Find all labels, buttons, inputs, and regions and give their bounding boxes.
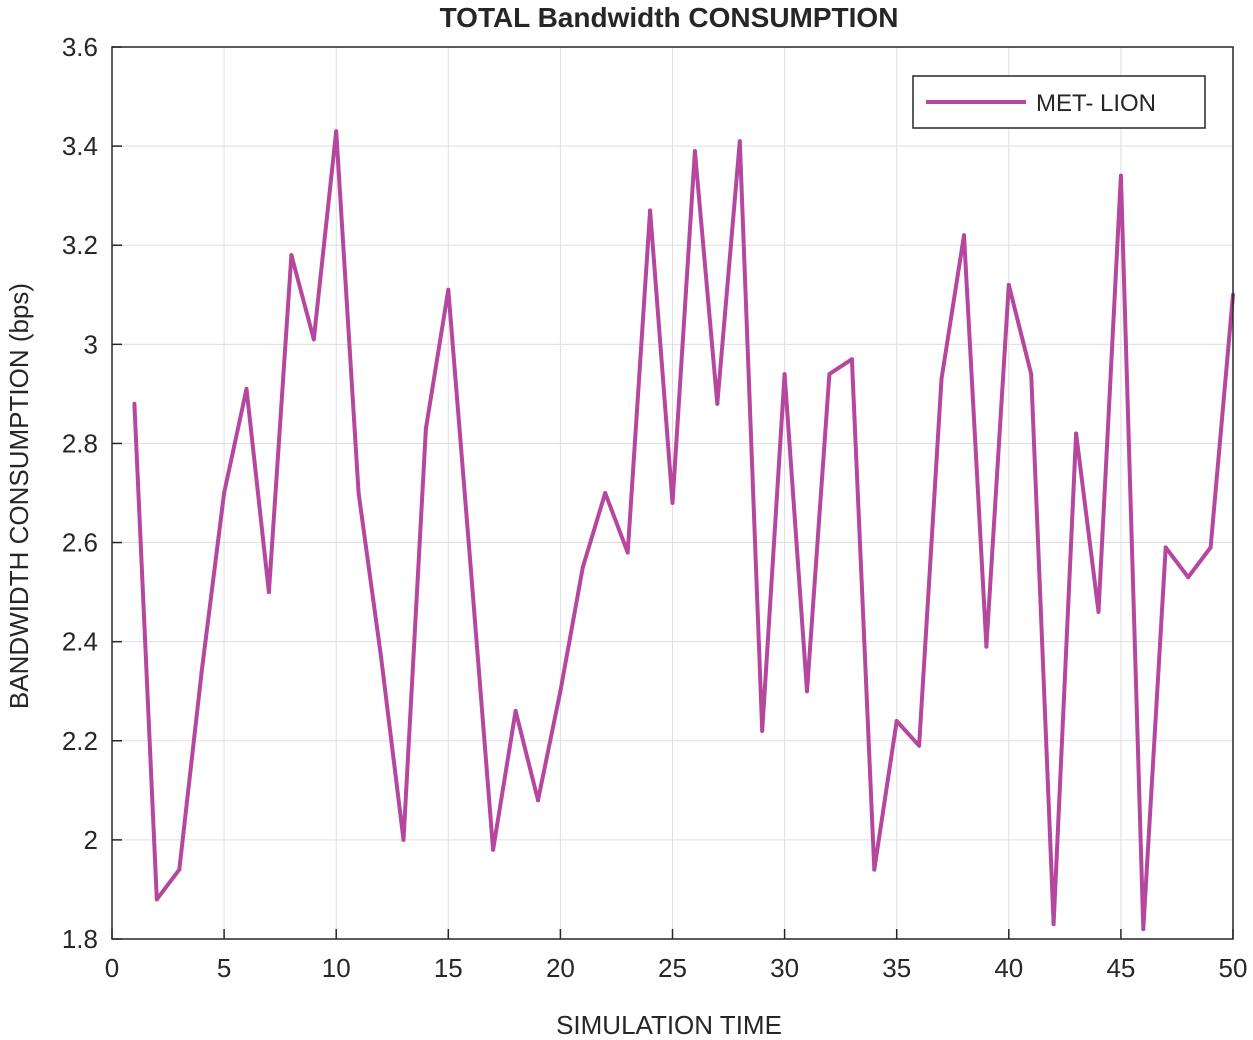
data-point: [311, 337, 316, 342]
data-point: [1029, 372, 1034, 377]
series-layer: [132, 129, 1235, 932]
y-tick-label: 2: [84, 825, 98, 855]
data-point: [1006, 282, 1011, 287]
data-point: [625, 550, 630, 555]
x-tick-label: 10: [322, 953, 351, 983]
x-tick-label: 15: [434, 953, 463, 983]
y-tick-label: 2.8: [62, 428, 98, 458]
data-point: [558, 689, 563, 694]
legend: MET- LION: [912, 75, 1206, 129]
data-point: [356, 491, 361, 495]
data-point: [1163, 545, 1168, 550]
data-point: [1118, 173, 1123, 178]
data-point: [692, 149, 697, 154]
data-point: [222, 491, 227, 495]
x-tick-label: 5: [217, 953, 231, 983]
legend-label: MET- LION: [1036, 90, 1156, 117]
y-tick-label: 1.8: [62, 924, 98, 954]
y-tick-label: 2.4: [62, 627, 98, 657]
data-point: [244, 386, 249, 391]
data-point: [199, 669, 204, 674]
data-point: [132, 401, 137, 406]
y-tick-label: 3.2: [62, 230, 98, 260]
data-point: [894, 719, 899, 723]
data-point: [154, 897, 159, 902]
data-point: [737, 139, 742, 144]
data-point: [177, 867, 182, 872]
data-point: [648, 208, 653, 213]
chart-title: TOTAL Bandwidth CONSUMPTION: [440, 2, 899, 33]
series-line-met-lion: [132, 129, 1235, 932]
x-tick-label: 50: [1219, 953, 1248, 983]
data-point: [580, 565, 585, 570]
x-tick-label: 25: [658, 953, 687, 983]
x-tick-label: 45: [1106, 953, 1135, 983]
data-point: [423, 426, 428, 431]
data-point: [536, 798, 540, 803]
y-axis-label: BANDWIDTH CONSUMPTION (bps): [4, 283, 34, 709]
data-point: [491, 847, 496, 852]
data-point: [1141, 927, 1146, 932]
data-point: [962, 233, 966, 238]
data-point: [1074, 431, 1079, 436]
data-point: [827, 372, 832, 377]
data-point: [1096, 609, 1101, 614]
axis-ticks: 0 5 10 15 20 25 30 35 40 45 50 1.8 2 2.2 2.4 2.6 2.8 3 3.2…: [62, 32, 1248, 983]
data-point: [468, 565, 473, 570]
data-point: [670, 500, 675, 505]
x-tick-label: 0: [105, 953, 119, 983]
data-point: [1051, 922, 1056, 927]
data-point: [1186, 575, 1191, 580]
data-point: [984, 644, 989, 649]
data-point: [334, 129, 339, 134]
x-tick-label: 20: [546, 953, 575, 983]
data-point: [939, 377, 944, 381]
data-point: [401, 837, 406, 842]
data-point: [289, 253, 294, 258]
y-tick-label: 3.4: [62, 131, 98, 161]
data-point: [782, 372, 787, 377]
data-point: [446, 287, 451, 292]
y-tick-label: 3: [84, 329, 98, 359]
data-point: [379, 654, 383, 659]
x-tick-label: 35: [882, 953, 911, 983]
data-point: [760, 728, 765, 733]
y-tick-label: 2.6: [62, 528, 98, 558]
x-axis-label: SIMULATION TIME: [556, 1010, 782, 1040]
data-point: [917, 743, 922, 748]
data-point: [603, 491, 608, 495]
y-tick-label: 2.2: [62, 726, 98, 756]
y-tick-label: 3.6: [62, 32, 98, 62]
x-tick-label: 40: [994, 953, 1023, 983]
data-point: [715, 401, 720, 406]
data-point: [872, 867, 877, 872]
data-point: [266, 590, 271, 595]
data-point: [513, 709, 518, 713]
data-point: [1208, 545, 1213, 550]
data-point: [805, 689, 809, 694]
x-tick-label: 30: [770, 953, 799, 983]
data-point: [849, 357, 854, 362]
